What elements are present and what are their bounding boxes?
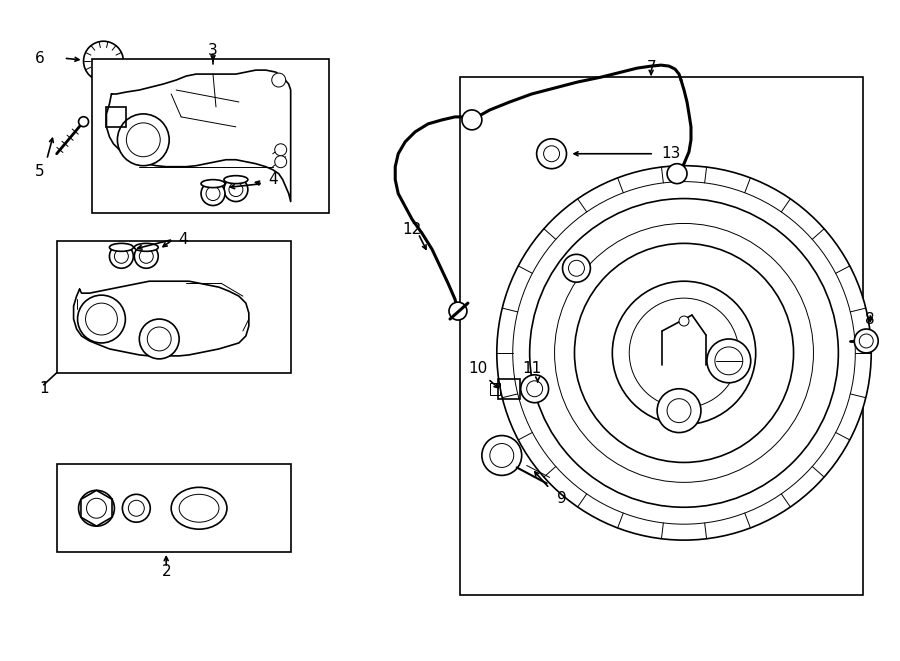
- Polygon shape: [74, 281, 248, 356]
- Circle shape: [140, 319, 179, 359]
- Circle shape: [482, 436, 522, 475]
- Circle shape: [679, 316, 689, 326]
- Bar: [57, 465, 291, 552]
- Circle shape: [129, 500, 144, 516]
- Text: 5: 5: [35, 164, 44, 179]
- Circle shape: [667, 399, 691, 422]
- Circle shape: [521, 375, 549, 403]
- Circle shape: [569, 260, 584, 276]
- Circle shape: [140, 249, 153, 263]
- Circle shape: [117, 114, 169, 166]
- Circle shape: [715, 347, 742, 375]
- Ellipse shape: [134, 243, 158, 251]
- Circle shape: [134, 245, 158, 268]
- Circle shape: [84, 41, 123, 81]
- Bar: [498, 379, 519, 399]
- Circle shape: [449, 302, 467, 320]
- Circle shape: [706, 339, 751, 383]
- Circle shape: [78, 490, 114, 526]
- Text: 1: 1: [39, 381, 49, 396]
- Bar: [490, 383, 500, 395]
- Ellipse shape: [179, 494, 219, 522]
- Bar: [57, 241, 291, 373]
- Circle shape: [860, 334, 873, 348]
- Circle shape: [272, 73, 285, 87]
- Circle shape: [526, 381, 543, 397]
- Ellipse shape: [171, 487, 227, 529]
- Circle shape: [854, 329, 878, 353]
- Bar: [460, 77, 863, 595]
- Circle shape: [562, 254, 590, 282]
- Circle shape: [497, 166, 871, 540]
- Circle shape: [126, 123, 160, 157]
- Ellipse shape: [224, 176, 248, 184]
- Circle shape: [536, 139, 566, 169]
- Text: 4: 4: [178, 232, 188, 247]
- Circle shape: [201, 182, 225, 206]
- Bar: [106, 107, 126, 127]
- Bar: [92, 59, 328, 214]
- Circle shape: [274, 156, 287, 168]
- Text: 13: 13: [662, 146, 680, 161]
- Circle shape: [114, 249, 129, 263]
- Circle shape: [78, 117, 88, 127]
- Circle shape: [530, 198, 839, 507]
- Circle shape: [462, 110, 482, 130]
- Circle shape: [554, 223, 814, 483]
- Circle shape: [206, 186, 220, 200]
- Text: 11: 11: [522, 362, 541, 376]
- Circle shape: [86, 303, 117, 335]
- Text: 8: 8: [866, 311, 875, 327]
- Text: 4: 4: [268, 172, 277, 187]
- Ellipse shape: [201, 180, 225, 188]
- Circle shape: [629, 298, 739, 408]
- Circle shape: [122, 494, 150, 522]
- Polygon shape: [106, 70, 291, 202]
- Circle shape: [110, 245, 133, 268]
- Text: 2: 2: [161, 564, 171, 580]
- Circle shape: [544, 146, 560, 162]
- Circle shape: [657, 389, 701, 432]
- Circle shape: [667, 164, 687, 184]
- Circle shape: [229, 182, 243, 196]
- Text: 12: 12: [402, 222, 422, 237]
- Circle shape: [86, 498, 106, 518]
- Text: 9: 9: [557, 490, 566, 506]
- Circle shape: [612, 281, 756, 424]
- Text: 7: 7: [646, 59, 656, 75]
- Circle shape: [148, 327, 171, 351]
- Circle shape: [574, 243, 794, 463]
- Circle shape: [513, 182, 855, 524]
- Circle shape: [274, 144, 287, 156]
- Circle shape: [224, 178, 248, 202]
- Circle shape: [77, 295, 125, 343]
- Ellipse shape: [110, 243, 133, 251]
- Circle shape: [490, 444, 514, 467]
- Text: 10: 10: [468, 362, 488, 376]
- Text: 6: 6: [35, 51, 45, 65]
- Text: 3: 3: [208, 43, 218, 58]
